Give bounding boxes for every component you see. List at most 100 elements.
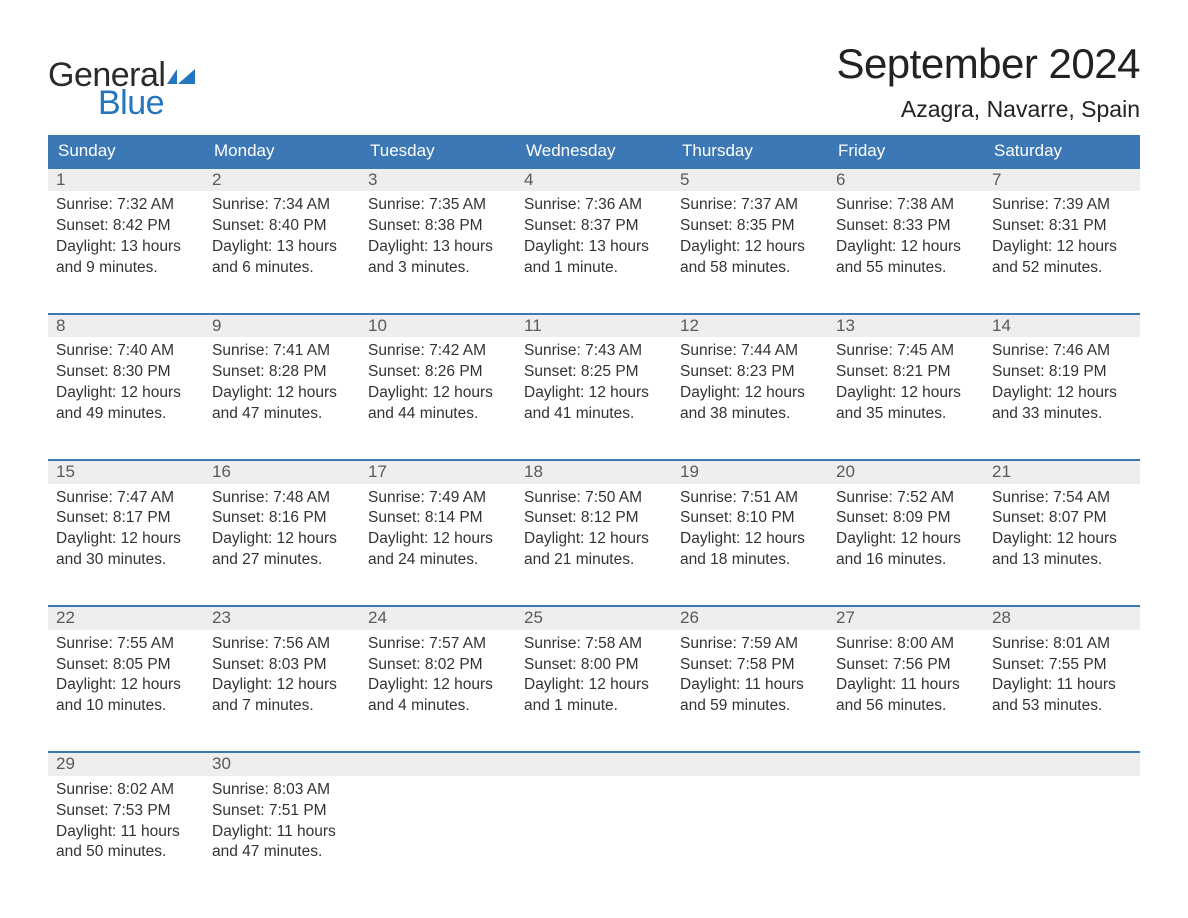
- day-cell: 11Sunrise: 7:43 AMSunset: 8:25 PMDayligh…: [516, 315, 672, 429]
- sunrise-text: Sunrise: 7:55 AM: [56, 634, 196, 655]
- daylight-text: Daylight: 12 hours and 41 minutes.: [524, 383, 664, 425]
- sunrise-text: Sunrise: 7:38 AM: [836, 195, 976, 216]
- day-cell: 8Sunrise: 7:40 AMSunset: 8:30 PMDaylight…: [48, 315, 204, 429]
- sunrise-text: Sunrise: 7:35 AM: [368, 195, 508, 216]
- sunset-text: Sunset: 8:38 PM: [368, 216, 508, 237]
- day-cell: 25Sunrise: 7:58 AMSunset: 8:00 PMDayligh…: [516, 607, 672, 721]
- sunset-text: Sunset: 8:09 PM: [836, 508, 976, 529]
- day-body: Sunrise: 7:49 AMSunset: 8:14 PMDaylight:…: [360, 484, 516, 576]
- sunset-text: Sunset: 8:00 PM: [524, 655, 664, 676]
- day-body: Sunrise: 7:47 AMSunset: 8:17 PMDaylight:…: [48, 484, 204, 576]
- day-number: 23: [204, 607, 360, 629]
- dow-monday: Monday: [204, 135, 360, 167]
- day-number: 16: [204, 461, 360, 483]
- header: General Blue September 2024 Azagra, Nava…: [48, 40, 1140, 123]
- calendar: Sunday Monday Tuesday Wednesday Thursday…: [48, 135, 1140, 867]
- day-cell: 20Sunrise: 7:52 AMSunset: 8:09 PMDayligh…: [828, 461, 984, 575]
- daylight-text: Daylight: 12 hours and 27 minutes.: [212, 529, 352, 571]
- daylight-text: Daylight: 12 hours and 24 minutes.: [368, 529, 508, 571]
- day-body: Sunrise: 7:35 AMSunset: 8:38 PMDaylight:…: [360, 191, 516, 283]
- daylight-text: Daylight: 13 hours and 1 minute.: [524, 237, 664, 279]
- day-number: 2: [204, 169, 360, 191]
- day-body: Sunrise: 7:52 AMSunset: 8:09 PMDaylight:…: [828, 484, 984, 576]
- day-cell: [672, 753, 828, 867]
- day-number: 28: [984, 607, 1140, 629]
- day-body: Sunrise: 7:56 AMSunset: 8:03 PMDaylight:…: [204, 630, 360, 722]
- week-row: 29Sunrise: 8:02 AMSunset: 7:53 PMDayligh…: [48, 751, 1140, 867]
- daylight-text: Daylight: 11 hours and 59 minutes.: [680, 675, 820, 717]
- day-number: [516, 753, 672, 775]
- dow-row: Sunday Monday Tuesday Wednesday Thursday…: [48, 135, 1140, 167]
- day-body: Sunrise: 7:55 AMSunset: 8:05 PMDaylight:…: [48, 630, 204, 722]
- dow-sunday: Sunday: [48, 135, 204, 167]
- week-row: 1Sunrise: 7:32 AMSunset: 8:42 PMDaylight…: [48, 167, 1140, 283]
- sunrise-text: Sunrise: 7:56 AM: [212, 634, 352, 655]
- day-cell: 30Sunrise: 8:03 AMSunset: 7:51 PMDayligh…: [204, 753, 360, 867]
- day-number: 26: [672, 607, 828, 629]
- day-number: 10: [360, 315, 516, 337]
- sunrise-text: Sunrise: 7:59 AM: [680, 634, 820, 655]
- weeks-container: 1Sunrise: 7:32 AMSunset: 8:42 PMDaylight…: [48, 167, 1140, 867]
- day-number: 30: [204, 753, 360, 775]
- sunset-text: Sunset: 8:05 PM: [56, 655, 196, 676]
- day-cell: 13 Sunrise: 7:45 AMSunset: 8:21 PMDayligh…: [828, 315, 984, 429]
- day-number: 22: [48, 607, 204, 629]
- day-number: 7: [984, 169, 1140, 191]
- sunrise-text: Sunrise: 7:47 AM: [56, 488, 196, 509]
- sunrise-text: Sunrise: 7:45 AM: [836, 341, 976, 362]
- daylight-text: Daylight: 12 hours and 35 minutes.: [836, 383, 976, 425]
- sunrise-text: Sunrise: 8:01 AM: [992, 634, 1132, 655]
- daylight-text: Daylight: 12 hours and 44 minutes.: [368, 383, 508, 425]
- daylight-text: Daylight: 11 hours and 53 minutes.: [992, 675, 1132, 717]
- week-row: 22Sunrise: 7:55 AMSunset: 8:05 PMDayligh…: [48, 605, 1140, 721]
- day-body: Sunrise: 7:44 AMSunset: 8:23 PMDaylight:…: [672, 337, 828, 429]
- sunrise-text: Sunrise: 7:40 AM: [56, 341, 196, 362]
- daylight-text: Daylight: 12 hours and 47 minutes.: [212, 383, 352, 425]
- sunset-text: Sunset: 8:02 PM: [368, 655, 508, 676]
- sunrise-text: Sunrise: 7:43 AM: [524, 341, 664, 362]
- day-number: 4: [516, 169, 672, 191]
- day-number: 5: [672, 169, 828, 191]
- day-body: Sunrise: 8:02 AMSunset: 7:53 PMDaylight:…: [48, 776, 204, 868]
- day-cell: 26 Sunrise: 7:59 AMSunset: 7:58 PMDayligh…: [672, 607, 828, 721]
- sunset-text: Sunset: 8:30 PM: [56, 362, 196, 383]
- day-body: Sunrise: 8:01 AMSunset: 7:55 PMDaylight:…: [984, 630, 1140, 722]
- day-number: 9: [204, 315, 360, 337]
- sunset-text: Sunset: 8:31 PM: [992, 216, 1132, 237]
- day-cell: 29Sunrise: 8:02 AMSunset: 7:53 PMDayligh…: [48, 753, 204, 867]
- daylight-text: Daylight: 12 hours and 16 minutes.: [836, 529, 976, 571]
- sunset-text: Sunset: 8:28 PM: [212, 362, 352, 383]
- sunrise-text: Sunrise: 8:00 AM: [836, 634, 976, 655]
- sunset-text: Sunset: 8:21 PM: [836, 362, 976, 383]
- day-body: Sunrise: 8:00 AMSunset: 7:56 PMDaylight:…: [828, 630, 984, 722]
- sunset-text: Sunset: 8:03 PM: [212, 655, 352, 676]
- sunrise-text: Sunrise: 7:34 AM: [212, 195, 352, 216]
- day-cell: 12Sunrise: 7:44 AMSunset: 8:23 PMDayligh…: [672, 315, 828, 429]
- dow-friday: Friday: [828, 135, 984, 167]
- day-number: 24: [360, 607, 516, 629]
- day-body: Sunrise: 7:48 AMSunset: 8:16 PMDaylight:…: [204, 484, 360, 576]
- day-cell: 10Sunrise: 7:42 AMSunset: 8:26 PMDayligh…: [360, 315, 516, 429]
- day-body: Sunrise: 7:54 AMSunset: 8:07 PMDaylight:…: [984, 484, 1140, 576]
- daylight-text: Daylight: 12 hours and 30 minutes.: [56, 529, 196, 571]
- sunset-text: Sunset: 7:58 PM: [680, 655, 820, 676]
- day-cell: 9Sunrise: 7:41 AMSunset: 8:28 PMDaylight…: [204, 315, 360, 429]
- sunset-text: Sunset: 8:14 PM: [368, 508, 508, 529]
- daylight-text: Daylight: 12 hours and 52 minutes.: [992, 237, 1132, 279]
- day-body: Sunrise: 7:43 AMSunset: 8:25 PMDaylight:…: [516, 337, 672, 429]
- day-number: 12: [672, 315, 828, 337]
- day-cell: 1Sunrise: 7:32 AMSunset: 8:42 PMDaylight…: [48, 169, 204, 283]
- day-cell: 16Sunrise: 7:48 AMSunset: 8:16 PMDayligh…: [204, 461, 360, 575]
- day-body: Sunrise: 7:41 AMSunset: 8:28 PMDaylight:…: [204, 337, 360, 429]
- day-cell: [828, 753, 984, 867]
- day-cell: 17Sunrise: 7:49 AMSunset: 8:14 PMDayligh…: [360, 461, 516, 575]
- daylight-text: Daylight: 11 hours and 56 minutes.: [836, 675, 976, 717]
- day-body: Sunrise: 7:40 AMSunset: 8:30 PMDaylight:…: [48, 337, 204, 429]
- day-body: [672, 776, 828, 784]
- day-cell: 21Sunrise: 7:54 AMSunset: 8:07 PMDayligh…: [984, 461, 1140, 575]
- day-number: 13: [828, 315, 984, 337]
- daylight-text: Daylight: 12 hours and 10 minutes.: [56, 675, 196, 717]
- day-number: 20: [828, 461, 984, 483]
- day-number: 25: [516, 607, 672, 629]
- dow-wednesday: Wednesday: [516, 135, 672, 167]
